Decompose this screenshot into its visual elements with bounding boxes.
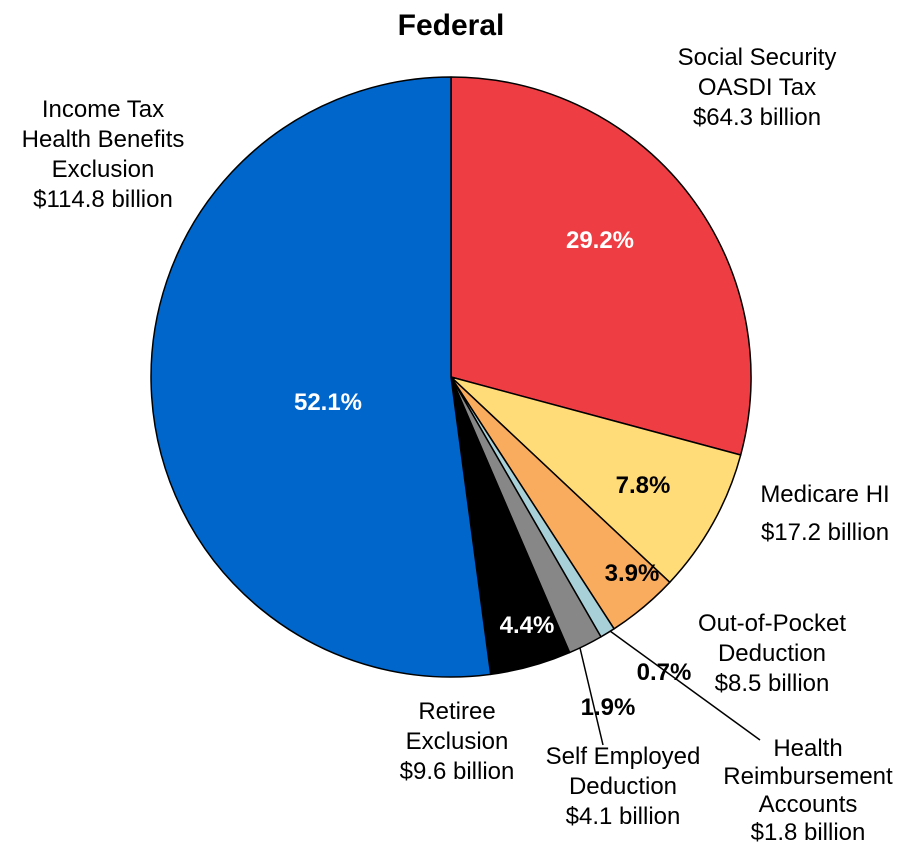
- category-label-line: Deduction: [569, 773, 677, 800]
- category-label-line: $114.8 billion: [33, 186, 173, 213]
- category-label-line: Accounts: [759, 791, 858, 818]
- percent-label-3: 3.9%: [605, 560, 660, 587]
- percent-label-7: 52.1%: [294, 389, 362, 416]
- category-label-line: OASDI Tax: [698, 74, 816, 101]
- chart-title: Federal: [398, 9, 505, 42]
- category-labels: Social Security OASDI Tax $64.3 billion Med…: [22, 44, 893, 846]
- percent-label-5: 1.9%: [581, 694, 636, 721]
- leader-line-4: [609, 630, 761, 741]
- percent-label-2: 7.8%: [616, 472, 671, 499]
- category-label-line: Social Security: [678, 44, 837, 71]
- category-label-line: $1.8 billion: [751, 819, 866, 844]
- category-label-7: Income Tax Health Benefits Exclusion $114.8…: [22, 96, 185, 213]
- category-label-3: Out-of-Pocket Deduction $8.5 billion: [698, 610, 846, 697]
- category-label-line: Exclusion: [406, 728, 509, 755]
- pie-slice-1: [450, 76, 752, 456]
- leader-line-5: [579, 647, 604, 746]
- category-label-line: Income Tax: [42, 96, 164, 123]
- category-label-line: $17.2 billion: [761, 519, 889, 546]
- category-label-line: Self Employed: [546, 743, 701, 770]
- category-label-line: Reimbursement: [723, 763, 893, 790]
- category-label-line: $4.1 billion: [566, 803, 681, 830]
- category-label-2: Medicare HI $17.2 billion: [760, 481, 889, 546]
- pie-slice-7: [150, 76, 492, 678]
- category-label-line: $9.6 billion: [400, 758, 515, 785]
- category-label-line: Exclusion: [52, 156, 155, 183]
- percent-labels: 29.2% 7.8% 3.9% 0.7%1.9% 4.4% 52.1%: [294, 227, 691, 721]
- category-label-line: $8.5 billion: [715, 670, 830, 697]
- category-label-line: Deduction: [718, 640, 826, 667]
- category-label-line: $64.3 billion: [693, 104, 821, 131]
- percent-label-6: 4.4%: [500, 612, 555, 639]
- pie-slices: [150, 76, 752, 678]
- category-label-line: Health Benefits: [22, 126, 185, 153]
- category-label-5: Self Employed Deduction $4.1 billion: [546, 743, 701, 830]
- percent-label-4: 0.7%: [637, 659, 692, 686]
- category-label-line: Retiree: [418, 698, 495, 725]
- category-label-line: Medicare HI: [760, 481, 889, 508]
- category-label-1: Social Security OASDI Tax $64.3 billion: [678, 44, 837, 131]
- category-label-line: Health: [773, 735, 842, 762]
- pie-slice-2: [450, 376, 742, 584]
- category-label-line: Out-of-Pocket: [698, 610, 846, 637]
- percent-label-1: 29.2%: [566, 227, 634, 254]
- category-label-6: Retiree Exclusion $9.6 billion: [400, 698, 515, 785]
- leader-lines: [579, 630, 761, 746]
- category-label-4: Health Reimbursement Accounts $1.8 billion: [723, 735, 893, 844]
